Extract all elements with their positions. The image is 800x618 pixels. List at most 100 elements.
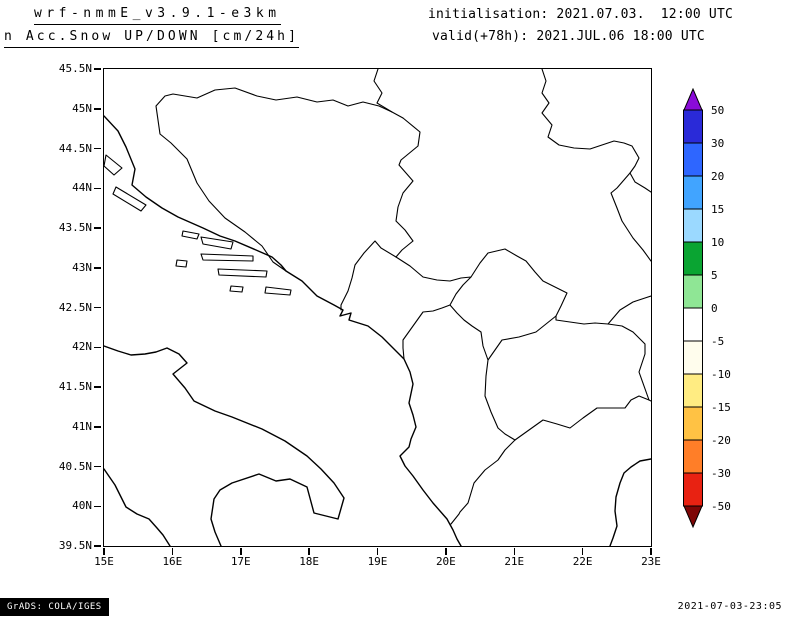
lat-tick-label: 43N [72, 260, 92, 274]
border-bosnia-montenegro [340, 240, 397, 311]
border-serbia-romania-danube [541, 69, 651, 193]
colorbar-segment [683, 340, 703, 375]
lat-tick [94, 545, 101, 547]
lat-tick [94, 306, 101, 309]
colorbar-segment [683, 109, 703, 144]
colorbar-label: 10 [711, 236, 724, 249]
lat-tick [94, 505, 101, 507]
lat-tick-label: 44N [72, 181, 92, 195]
lat-tick-label: 39.5N [58, 539, 92, 552]
colorbar-segment [683, 373, 703, 408]
colorbar-label: -20 [711, 434, 731, 447]
border-macedonia-greece [514, 395, 651, 441]
lat-tick-label: 42N [72, 340, 92, 354]
lat-tick-label: 45N [72, 101, 92, 115]
colorbar-label: 20 [711, 170, 724, 183]
lat-tick-label: 41.5N [58, 380, 92, 393]
coastline-greece-aegean [609, 458, 651, 546]
colorbar: 50 30 20 15 10 5 0 -5 -10 -15 -20 -30 -50 [683, 87, 747, 534]
axes: 45.5N 45N 44.5N 44N 43.5N 43N 42.5N 42N 41.5N 41N… [59, 62, 661, 568]
lat-tick-label: 43.5N [58, 221, 92, 234]
lat-tick [94, 426, 101, 428]
lat-tick-label: 40.5N [58, 459, 92, 473]
lat-tick-label: 42.5N [58, 300, 92, 314]
lon-tick-label: 16E [162, 555, 183, 568]
lon-tick-label: 23E [641, 555, 661, 568]
adriatic-islands [104, 154, 292, 296]
lat-tick [94, 187, 101, 189]
colorbar-segment [683, 406, 703, 441]
lon-tick-label: 19E [367, 555, 388, 568]
lon-tick [376, 548, 379, 555]
product-title: n Acc.Snow UP/DOWN [cm/24h] [4, 29, 300, 48]
colorbar-segment [683, 241, 703, 276]
lon-tick [445, 548, 447, 555]
initialisation-label: initialisation: 2021.07.03. 12:00 UTC [428, 7, 734, 22]
colorbar-label: 50 [711, 104, 724, 117]
colorbar-label: -5 [711, 335, 724, 348]
coastline-italy-adriatic [104, 345, 345, 546]
border-croatia-bosnia [155, 87, 404, 272]
colorbar-label: 0 [711, 302, 718, 315]
lon-tick [103, 548, 105, 555]
lon-tick [308, 548, 310, 555]
lon-tick [240, 548, 242, 555]
basemap [104, 69, 651, 546]
lon-tick [513, 548, 515, 555]
colorbar-segment [683, 208, 703, 243]
colorbar-segment [683, 307, 703, 342]
lat-tick-label: 41N [72, 419, 92, 433]
model-title: wrf-nmmE_v3.9.1-e3km [34, 6, 281, 25]
border-albania-macedonia [484, 359, 516, 441]
colorbar-segment [683, 274, 703, 309]
border-kosovo [449, 248, 568, 361]
colorbar-label: -30 [711, 467, 731, 480]
colorbar-label: -10 [711, 368, 731, 381]
creation-timestamp: 2021-07-03-23:05 [677, 601, 782, 612]
border-serbia-bulgaria-north [610, 172, 651, 262]
lat-tick [94, 267, 101, 269]
border-serbia-bulgaria-south [607, 295, 651, 325]
border-serbia-macedonia [555, 315, 609, 325]
coastline-dalmatia-albania [104, 115, 462, 546]
border-montenegro-albania [402, 304, 451, 360]
lat-tick [94, 386, 101, 388]
colorbar-segment [683, 439, 703, 474]
lon-tick-label: 15E [94, 555, 114, 568]
lat-tick-label: 44.5N [58, 141, 92, 155]
colorbar-label: 5 [711, 269, 718, 282]
colorbar-segment [683, 175, 703, 210]
colorbar-segment [683, 472, 703, 507]
lon-tick-label: 22E [572, 555, 593, 568]
colorbar-segment [683, 142, 703, 177]
lon-tick-label: 18E [299, 555, 320, 568]
colorbar-label: -50 [711, 500, 731, 513]
valid-time-label: valid(+78h): 2021.JUL.06 18:00 UTC [432, 29, 705, 44]
lon-tick-label: 17E [230, 555, 251, 568]
lat-tick [94, 227, 101, 229]
colorbar-label: -15 [711, 401, 731, 414]
colorbar-label: 30 [711, 137, 724, 150]
lat-tick [94, 147, 101, 150]
lat-tick [94, 346, 101, 348]
border-croatia-serbia [373, 69, 393, 113]
lon-tick [171, 548, 174, 555]
colorbar-label: 15 [711, 203, 724, 216]
lat-tick [94, 68, 101, 70]
colorbar-up-arrow [683, 87, 703, 111]
lon-tick-label: 20E [435, 555, 456, 568]
lon-tick [650, 548, 652, 555]
coastline-italy-tyrrhenian [104, 468, 171, 546]
lon-tick-label: 21E [504, 555, 525, 568]
border-montenegro-serbia [395, 256, 472, 282]
lon-tick [581, 548, 584, 555]
lat-tick-label: 45.5N [58, 62, 92, 75]
lat-tick-label: 40N [72, 499, 92, 513]
lat-tick [94, 108, 101, 110]
grads-credit-badge: GrADS: COLA/IGES [0, 598, 109, 616]
border-albania-greece [450, 439, 516, 525]
lat-tick [94, 465, 101, 468]
border-macedonia-bulgaria [607, 323, 650, 401]
